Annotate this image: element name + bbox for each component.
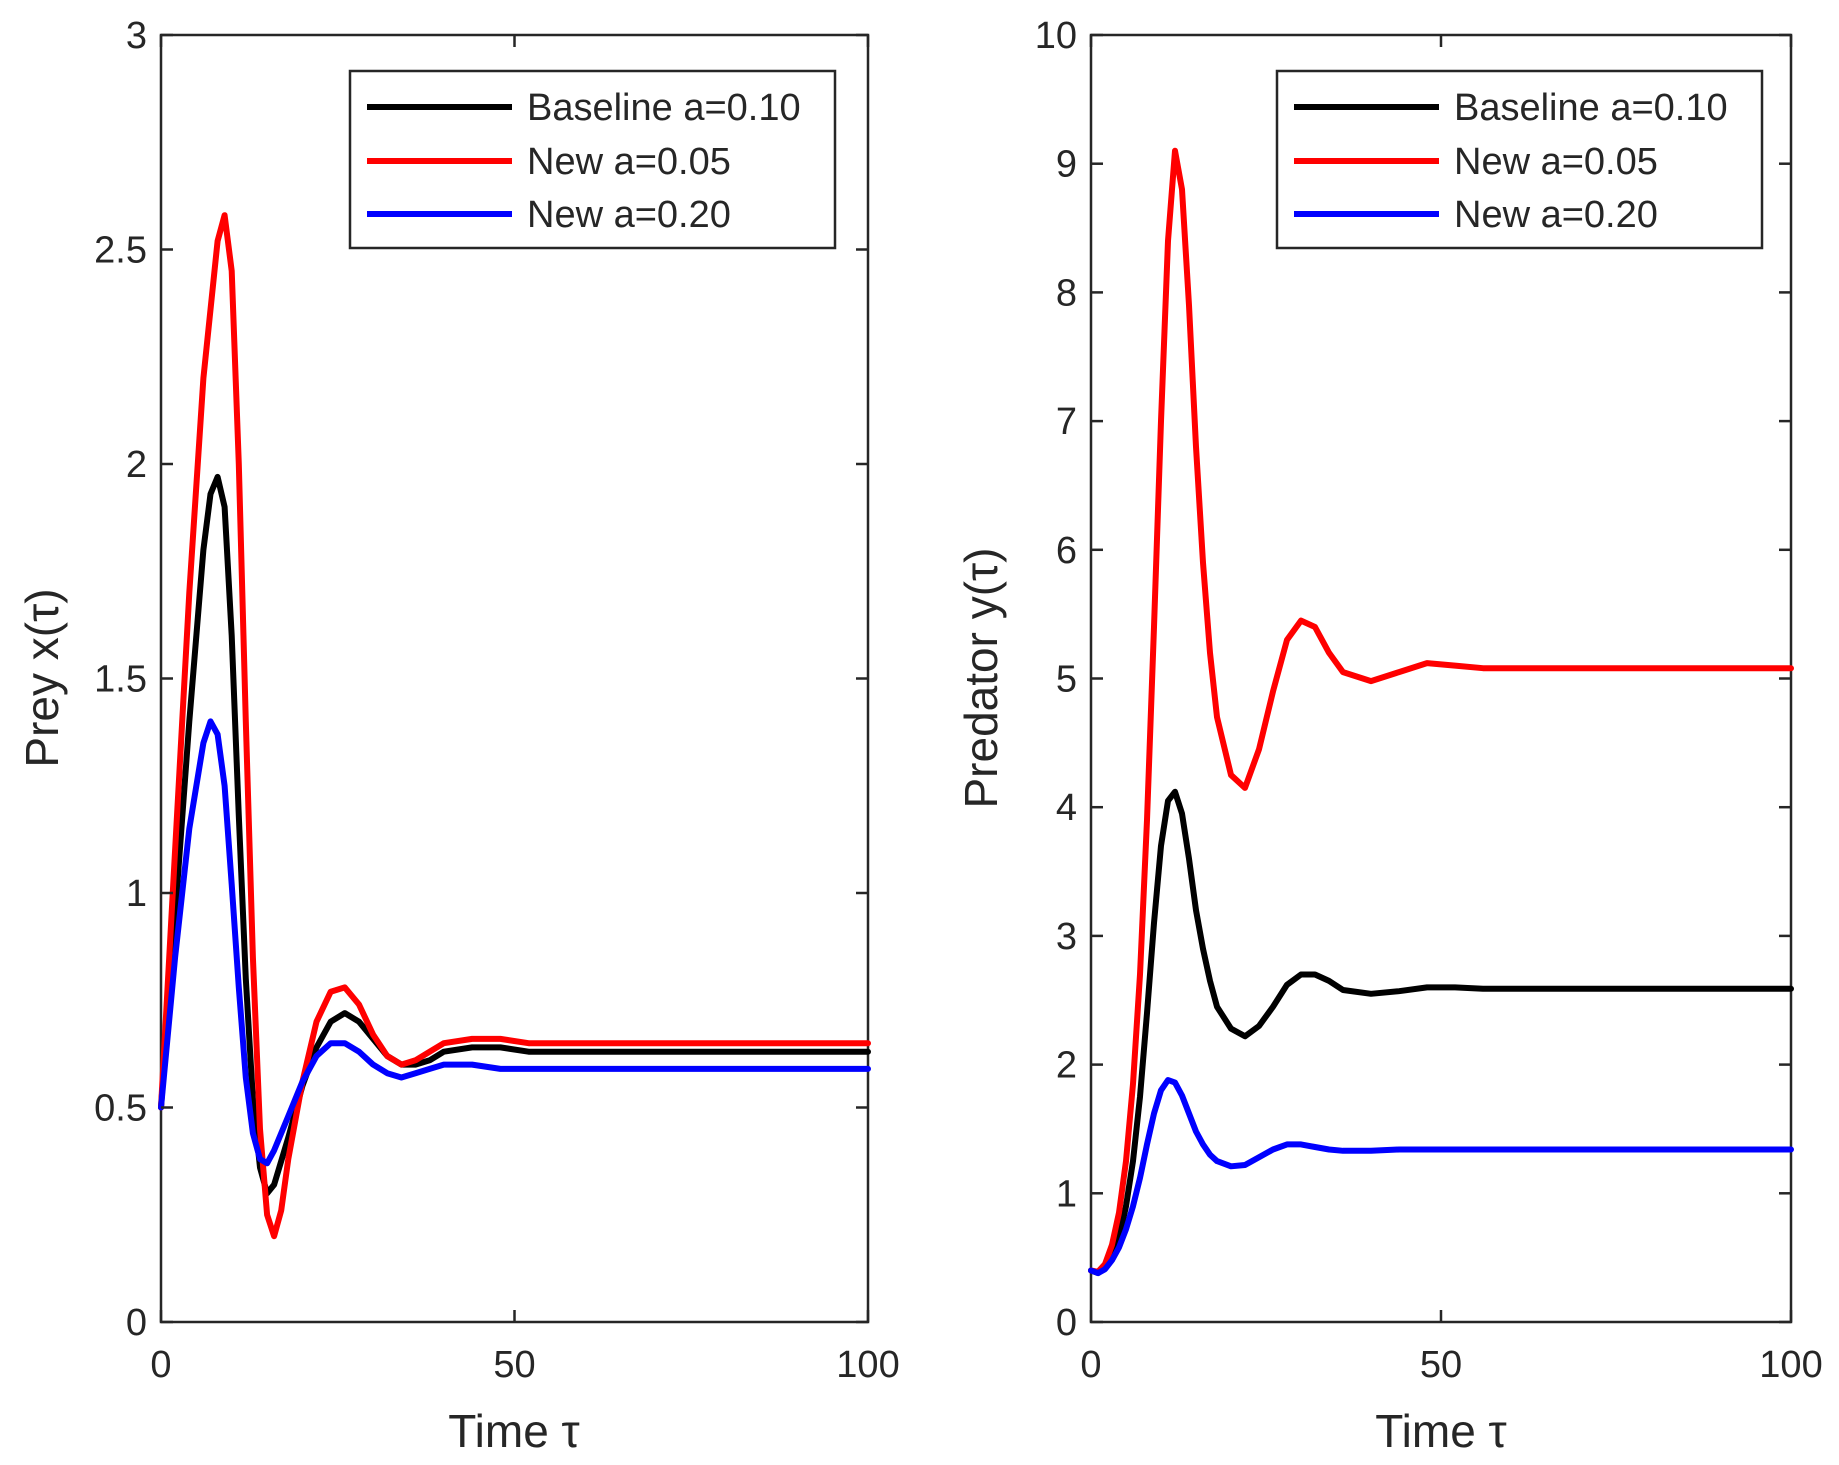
prey-series-new-a-0-05 (158, 212, 871, 1240)
predator-y-tick-label: 5 (1056, 659, 1077, 701)
predator-y-tick-label: 4 (1056, 787, 1077, 829)
prey-series-baseline-a-0-10 (158, 473, 871, 1197)
predator-y-axis-label: Predator y(τ) (955, 547, 1007, 808)
prey-chart: 0 50 100 0 0.5 1 1.5 2 2.5 3 Time τ Prey x(τ) Bas… (16, 15, 900, 1457)
predator-x-tick-label: 100 (1759, 1344, 1822, 1386)
prey-series-layer (158, 212, 871, 1240)
predator-legend: Baseline a=0.10 New a=0.05 New a=0.20 (1275, 69, 1764, 250)
predator-y-tick-label: 3 (1056, 916, 1077, 958)
predator-x-tick-label: 50 (1420, 1344, 1462, 1386)
predator-series-new-a-0-20 (1088, 1077, 1794, 1277)
prey-legend-label-baseline: Baseline a=0.10 (527, 87, 801, 129)
predator-tick-layer: 0 50 100 0 1 2 3 4 5 6 7 8 9 10 (1035, 15, 1823, 1386)
predator-legend-label-new-020: New a=0.20 (1454, 194, 1658, 236)
predator-y-tick-label: 9 (1056, 144, 1077, 186)
predator-series-new-a-0-05 (1088, 147, 1794, 1275)
prey-series-new-a-0-20 (158, 718, 871, 1167)
predator-y-tick-label: 7 (1056, 401, 1077, 443)
predator-x-axis-label: Time τ (1375, 1405, 1506, 1457)
predator-y-tick-label: 2 (1056, 1045, 1077, 1087)
prey-y-tick-label: 0.5 (94, 1088, 147, 1130)
prey-y-axis-label: Prey x(τ) (16, 588, 68, 767)
predator-series-baseline-a-0-10 (1088, 788, 1794, 1277)
prey-y-tick-label: 2 (126, 444, 147, 486)
prey-y-tick-label: 3 (126, 15, 147, 57)
prey-y-tick-label: 0 (126, 1302, 147, 1344)
predator-series-layer (1088, 147, 1794, 1277)
prey-legend-label-new-005: New a=0.05 (527, 141, 731, 183)
predator-y-tick-label: 6 (1056, 530, 1077, 572)
prey-x-tick-label: 100 (836, 1344, 899, 1386)
prey-x-tick-label: 50 (493, 1344, 535, 1386)
prey-y-tick-label: 1 (126, 873, 147, 915)
prey-y-tick-label: 1.5 (94, 659, 147, 701)
prey-y-tick-label: 2.5 (94, 230, 147, 272)
prey-x-tick-label: 0 (150, 1344, 171, 1386)
predator-y-tick-label: 0 (1056, 1302, 1077, 1344)
predator-legend-label-baseline: Baseline a=0.10 (1454, 87, 1728, 129)
predator-y-tick-label: 1 (1056, 1173, 1077, 1215)
predator-y-tick-label: 10 (1035, 15, 1077, 57)
prey-legend: Baseline a=0.10 New a=0.05 New a=0.20 (348, 69, 837, 250)
predator-legend-label-new-005: New a=0.05 (1454, 141, 1658, 183)
prey-legend-label-new-020: New a=0.20 (527, 194, 731, 236)
predator-x-tick-label: 0 (1080, 1344, 1101, 1386)
prey-x-axis-label: Time τ (448, 1405, 579, 1457)
predator-y-tick-label: 8 (1056, 272, 1077, 314)
prey-tick-layer: 0 50 100 0 0.5 1 1.5 2 2.5 3 (94, 15, 900, 1386)
